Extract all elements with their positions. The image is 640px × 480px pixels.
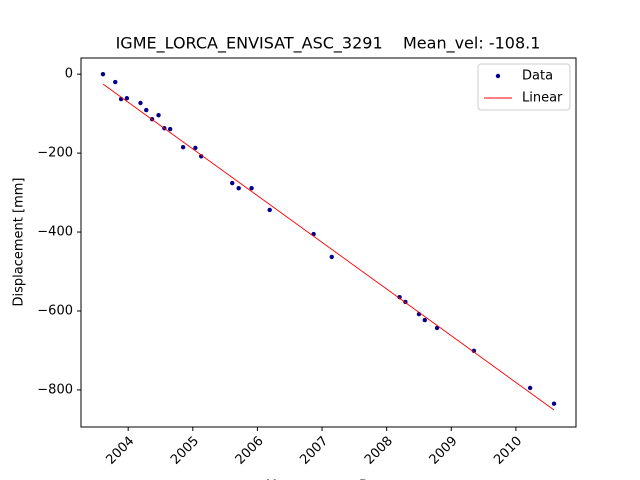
y-tick-label: −400 <box>37 225 73 240</box>
x-tick-label: 2006 <box>233 434 267 468</box>
x-tick-label: 2005 <box>168 434 202 468</box>
legend-swatch <box>495 73 501 79</box>
plot-frame <box>80 57 577 428</box>
data-point <box>471 348 477 354</box>
x-tick-label: 2010 <box>491 434 525 468</box>
data-point <box>100 71 106 77</box>
data-point <box>267 207 272 213</box>
data-point <box>422 317 427 323</box>
data-point <box>527 385 533 391</box>
data-point <box>198 154 204 159</box>
chart-title: IGME_LORCA_ENVISAT_ASC_3291 Mean_vel: -1… <box>116 34 541 54</box>
data-point <box>144 107 149 113</box>
data-point <box>249 186 254 191</box>
y-tick-label: 0 <box>65 67 73 82</box>
data-point <box>551 401 557 406</box>
data-point <box>193 145 198 151</box>
x-tick-label: 2004 <box>103 434 137 468</box>
fit-line <box>102 83 555 411</box>
x-axis-label: Measurement Date <box>266 479 390 480</box>
data-point <box>138 100 143 106</box>
data-point <box>329 254 334 260</box>
data-point <box>113 79 118 85</box>
legend-label: Linear <box>522 91 563 106</box>
y-tick-label: −200 <box>37 146 73 161</box>
data-point <box>167 126 173 132</box>
data-point <box>156 113 161 118</box>
data-point <box>180 144 186 150</box>
data-point <box>236 186 241 191</box>
y-axis-label: Displacement [mm] <box>12 178 27 307</box>
x-tick-label: 2008 <box>362 434 396 468</box>
data-point <box>230 180 235 186</box>
data-point <box>397 294 402 300</box>
y-tick-label: −800 <box>37 382 73 397</box>
legend-label: Data <box>522 69 553 84</box>
y-tick-label: −600 <box>37 303 73 318</box>
data-point <box>124 96 130 101</box>
x-tick-label: 2009 <box>427 434 461 468</box>
x-tick-label: 2007 <box>297 434 331 468</box>
